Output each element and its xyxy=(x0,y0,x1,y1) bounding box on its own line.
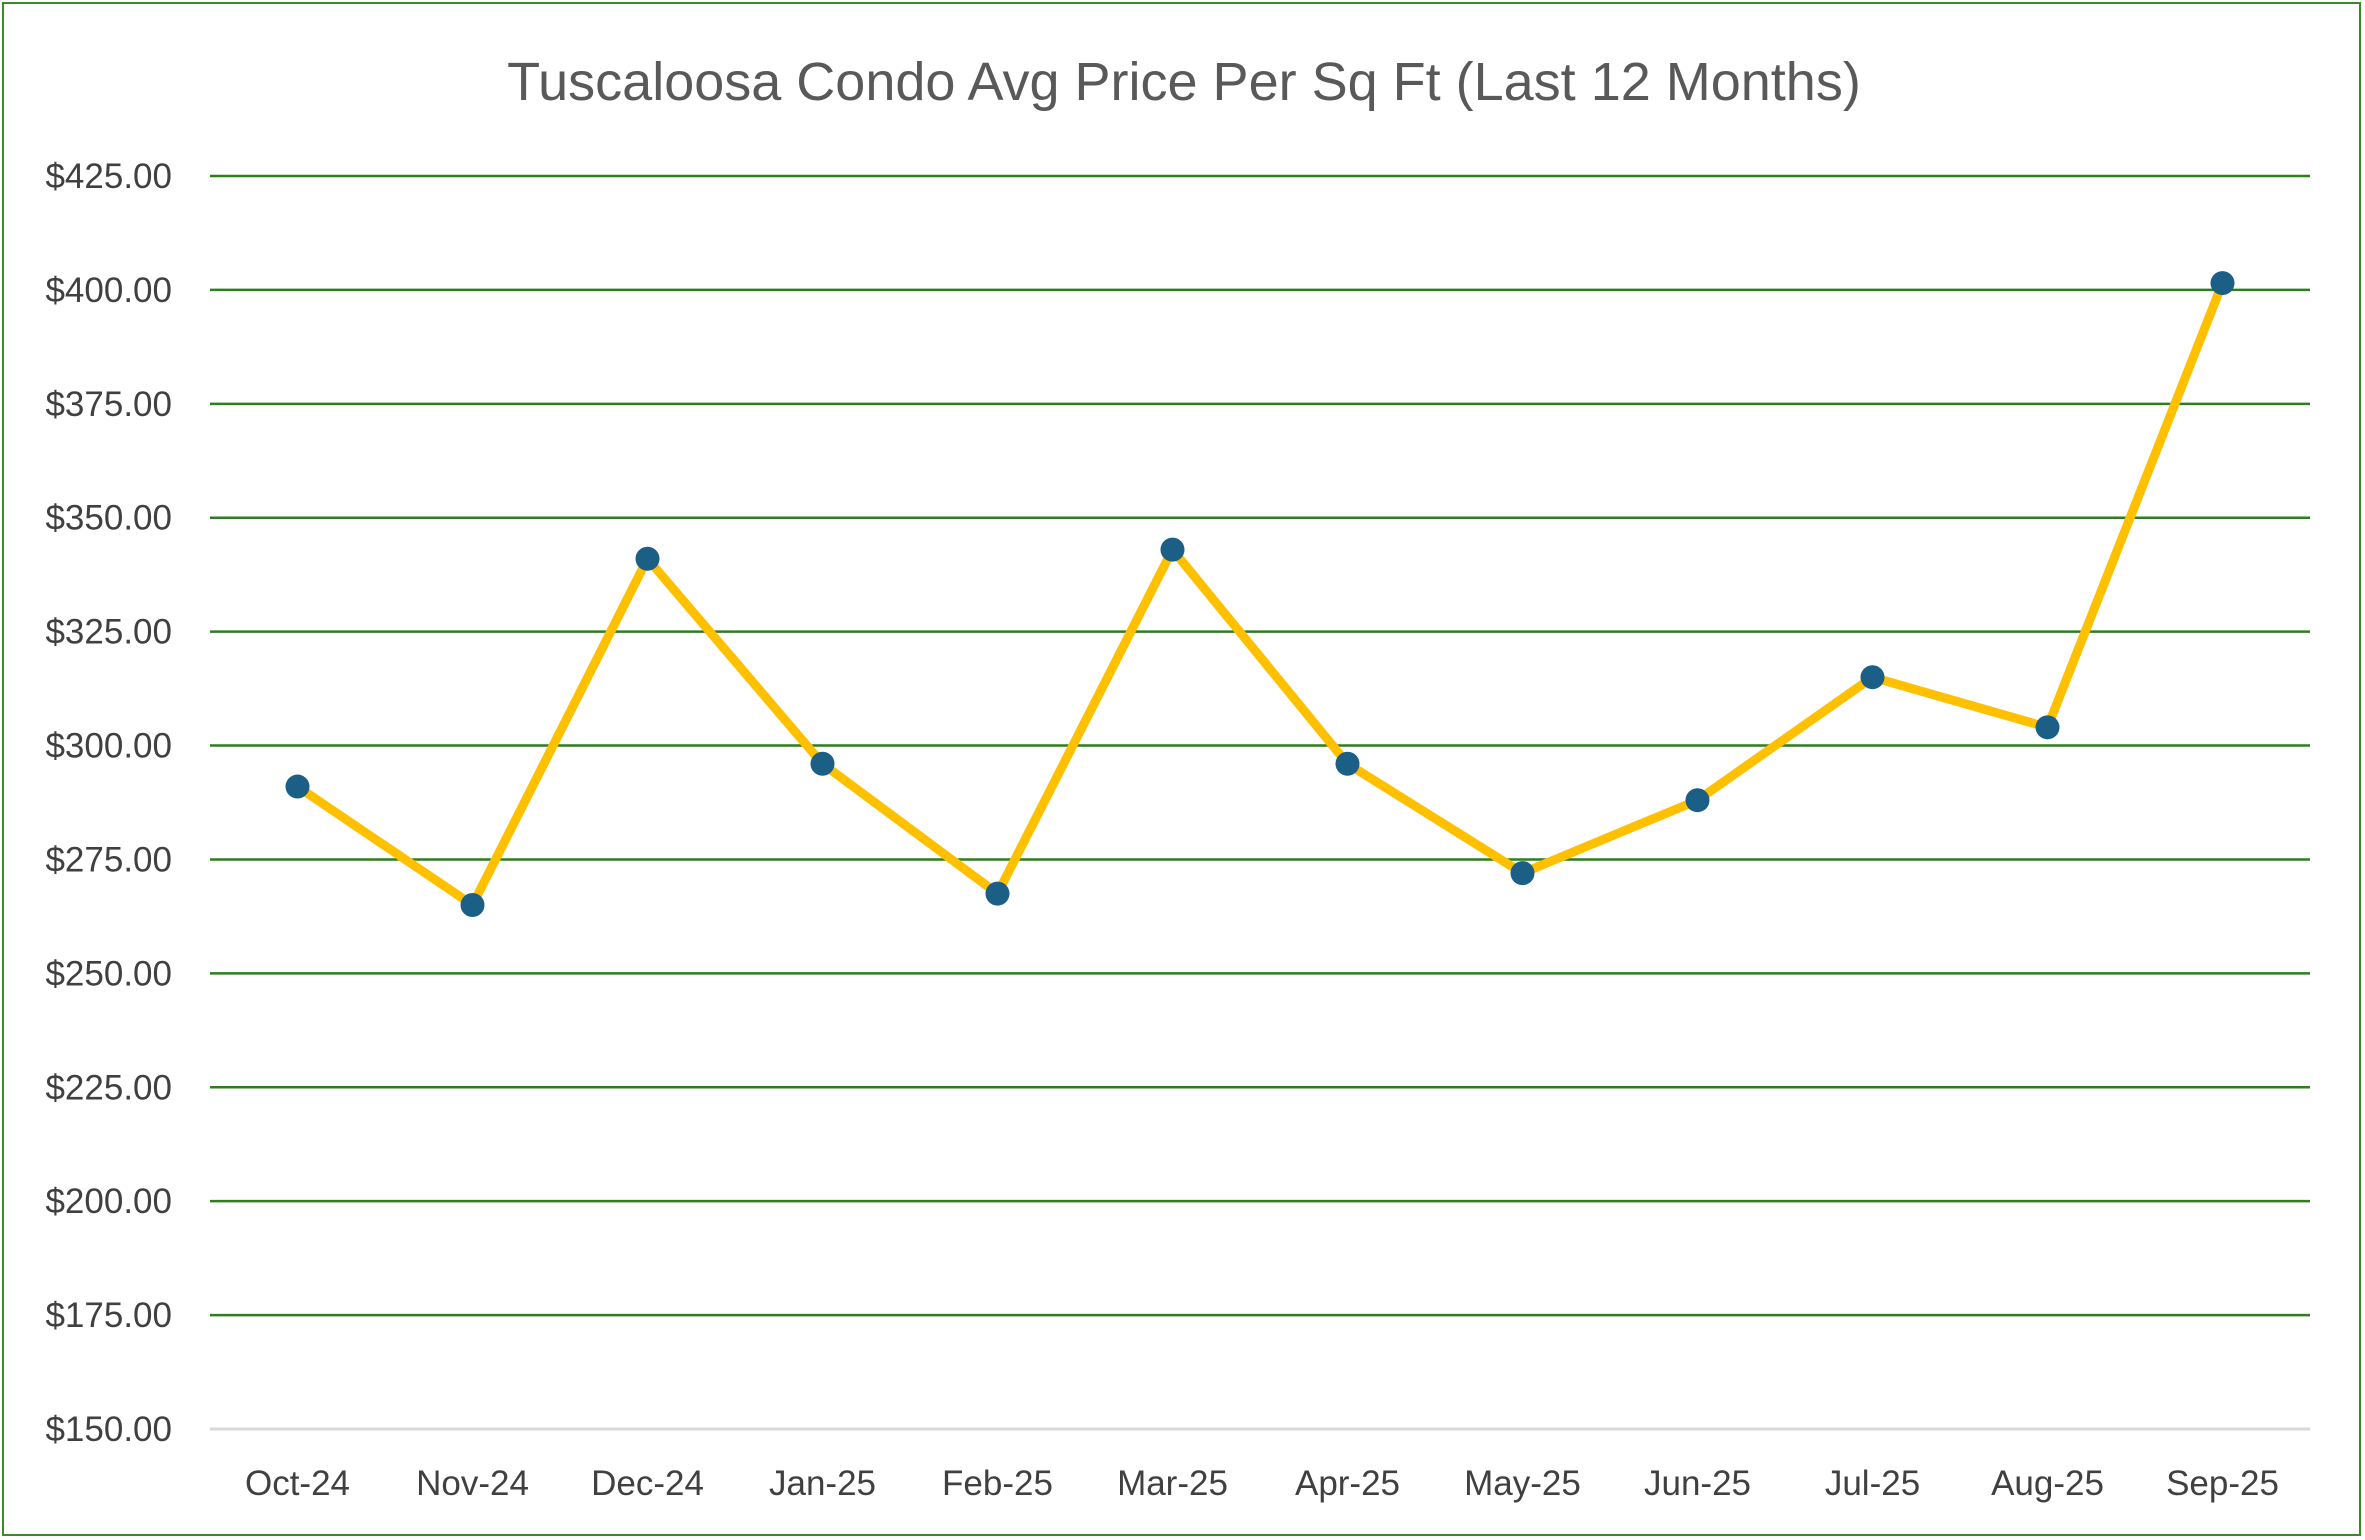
data-point[interactable] xyxy=(1685,788,1710,813)
data-point[interactable] xyxy=(1335,751,1360,776)
y-tick-label: $325.00 xyxy=(45,613,172,652)
x-tick-label: May-25 xyxy=(1464,1464,1581,1503)
data-point[interactable] xyxy=(810,751,835,776)
line-chart: Tuscaloosa Condo Avg Price Per Sq Ft (La… xyxy=(45,52,2310,1503)
series-line xyxy=(293,278,2227,910)
y-tick-label: $275.00 xyxy=(45,840,172,879)
x-tick-label: Jan-25 xyxy=(769,1464,876,1503)
x-tick-label: Jul-25 xyxy=(1825,1464,1920,1503)
data-point[interactable] xyxy=(1510,861,1535,886)
data-point[interactable] xyxy=(635,546,660,571)
data-point[interactable] xyxy=(985,881,1010,906)
y-tick-label: $300.00 xyxy=(45,727,172,766)
y-tick-label: $175.00 xyxy=(45,1296,172,1335)
y-tick-label: $150.00 xyxy=(45,1410,172,1449)
x-tick-label: Mar-25 xyxy=(1117,1464,1228,1503)
y-tick-label: $400.00 xyxy=(45,271,172,310)
y-tick-label: $200.00 xyxy=(45,1182,172,1221)
x-tick-label: Apr-25 xyxy=(1295,1464,1400,1503)
x-tick-label: Feb-25 xyxy=(942,1464,1053,1503)
x-tick-label: Aug-25 xyxy=(1991,1464,2104,1503)
data-point[interactable] xyxy=(2210,271,2235,296)
data-point[interactable] xyxy=(1160,537,1185,562)
data-point[interactable] xyxy=(2035,715,2060,740)
y-tick-label: $425.00 xyxy=(45,157,172,196)
x-tick-label: Dec-24 xyxy=(591,1464,704,1503)
data-point[interactable] xyxy=(460,893,485,918)
x-tick-label: Oct-24 xyxy=(245,1464,350,1503)
y-tick-label: $375.00 xyxy=(45,385,172,424)
x-tick-label: Jun-25 xyxy=(1644,1464,1751,1503)
x-tick-label: Sep-25 xyxy=(2166,1464,2279,1503)
chart-title: Tuscaloosa Condo Avg Price Per Sq Ft (La… xyxy=(507,52,1861,112)
data-point[interactable] xyxy=(285,774,310,799)
x-tick-label: Nov-24 xyxy=(416,1464,529,1503)
y-tick-label: $250.00 xyxy=(45,954,172,993)
y-tick-label: $350.00 xyxy=(45,499,172,538)
y-tick-label: $225.00 xyxy=(45,1068,172,1107)
data-point[interactable] xyxy=(1860,665,1885,690)
